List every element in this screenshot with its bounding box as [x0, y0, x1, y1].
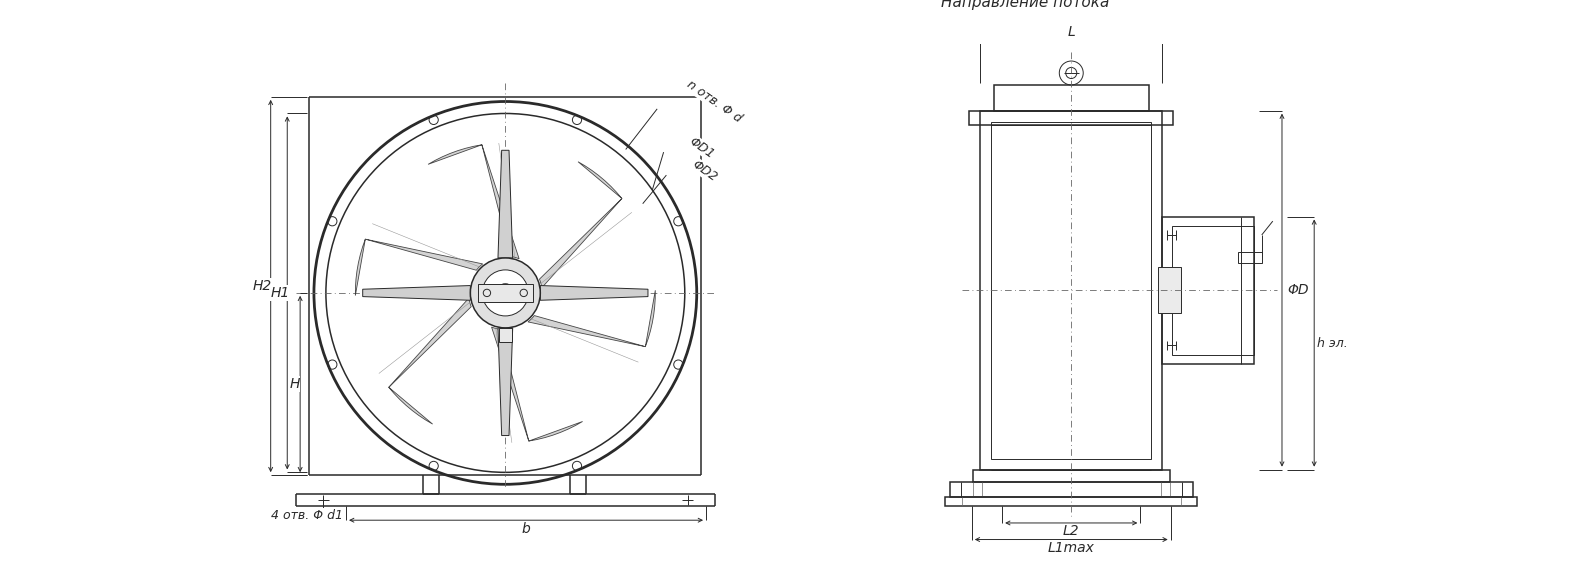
Circle shape: [502, 289, 509, 297]
Circle shape: [471, 258, 541, 328]
Text: H2: H2: [252, 279, 273, 293]
Bar: [478, 284, 533, 302]
Text: 4 отв. Φ d1: 4 отв. Φ d1: [271, 509, 343, 522]
Text: L2: L2: [1062, 524, 1080, 538]
Bar: [970, 111, 1174, 126]
Text: H: H: [289, 377, 300, 391]
Bar: [1158, 267, 1180, 313]
Polygon shape: [356, 239, 483, 296]
Bar: [499, 328, 512, 342]
Polygon shape: [528, 291, 656, 347]
Text: L: L: [1067, 25, 1075, 39]
Text: ΦD: ΦD: [1287, 283, 1309, 297]
Polygon shape: [541, 285, 648, 300]
Circle shape: [482, 270, 528, 316]
Polygon shape: [539, 162, 622, 288]
Text: n отв. Φ d: n отв. Φ d: [684, 78, 745, 125]
Polygon shape: [427, 145, 518, 259]
Bar: [1163, 217, 1254, 364]
Polygon shape: [491, 327, 582, 441]
Polygon shape: [498, 328, 512, 436]
Polygon shape: [389, 298, 471, 424]
Bar: [1172, 226, 1254, 355]
Bar: [973, 470, 1169, 482]
Text: L1max: L1max: [1048, 541, 1094, 555]
Circle shape: [314, 101, 697, 484]
Polygon shape: [498, 150, 512, 258]
Text: ΦD2: ΦD2: [689, 157, 719, 184]
Text: H1: H1: [270, 286, 290, 300]
Polygon shape: [362, 285, 471, 300]
Text: ΦD1: ΦD1: [686, 135, 716, 160]
Bar: [990, 122, 1152, 458]
Text: h эл.: h эл.: [1317, 337, 1348, 350]
Bar: [994, 85, 1148, 111]
Bar: [946, 497, 1198, 506]
Bar: [981, 111, 1163, 470]
Bar: [1238, 252, 1262, 262]
Text: Направление потока: Направление потока: [941, 0, 1110, 10]
Text: b: b: [522, 522, 531, 537]
Bar: [949, 482, 1193, 497]
